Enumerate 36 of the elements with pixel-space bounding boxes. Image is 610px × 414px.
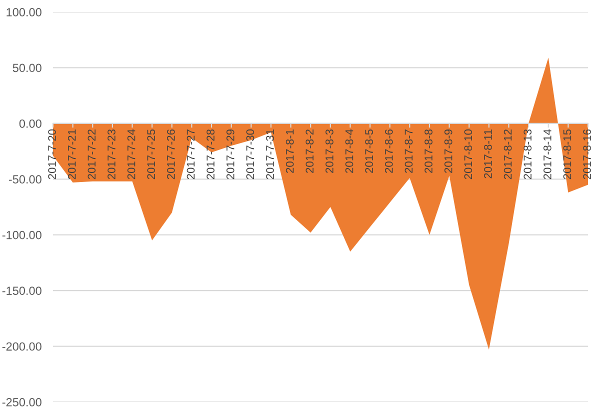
x-tick-label: 2017-8-8 <box>424 129 432 173</box>
y-tick-label: -250.00 <box>2 398 42 406</box>
x-tick-label: 2017-8-16 <box>583 129 591 180</box>
x-tick-label: 2017-7-28 <box>206 129 214 180</box>
x-tick-label: 2017-8-3 <box>326 129 334 173</box>
x-tick-label: 2017-8-12 <box>504 130 512 180</box>
x-tick-label: 2017-7-24 <box>127 129 136 180</box>
x-tick-label: 2017-8-10 <box>464 129 472 180</box>
x-tick-label: 2017-8-14 <box>543 129 552 180</box>
y-tick-label: -50.00 <box>8 175 42 184</box>
x-tick-label: 2017-7-29 <box>226 130 234 180</box>
y-tick-label: -200.00 <box>2 342 42 351</box>
y-tick-label: 0.00 <box>19 119 42 128</box>
y-tick-label: -100.00 <box>2 230 42 240</box>
x-tick-label: 2017-8-2 <box>306 130 314 173</box>
x-tick-label: 2017-8-9 <box>444 130 452 173</box>
x-tick-label: 2017-7-21 <box>68 130 76 180</box>
y-tick-label: 50.00 <box>12 64 42 72</box>
x-tick-label: 2017-8-13 <box>524 129 532 180</box>
x-tick-label: 2017-7-25 <box>147 129 156 180</box>
x-tick-label: 2017-7-30 <box>246 129 254 180</box>
x-tick-label: 2017-8-4 <box>345 129 354 173</box>
x-tick-label: 2017-8-11 <box>484 130 492 178</box>
x-tick-label: 2017-7-31 <box>266 130 274 180</box>
x-tick-label: 2017-7-26 <box>167 129 175 180</box>
x-tick-label: 2017-8-7 <box>404 130 413 173</box>
x-tick-label: 2017-8-15 <box>563 129 572 180</box>
x-tick-label: 2017-8-1 <box>286 130 294 173</box>
y-tick-label: 100.00 <box>6 8 42 16</box>
y-tick-label: -150.00 <box>2 286 42 295</box>
x-tick-label: 2017-7-22 <box>88 130 96 180</box>
x-tick-label: 2017-8-6 <box>384 129 393 173</box>
x-tick-label: 2017-7-20 <box>48 129 56 180</box>
x-tick-label: 2017-7-23 <box>108 129 116 180</box>
x-tick-label: 2017-7-27 <box>186 130 195 180</box>
x-tick-label: 2017-8-5 <box>365 129 374 173</box>
